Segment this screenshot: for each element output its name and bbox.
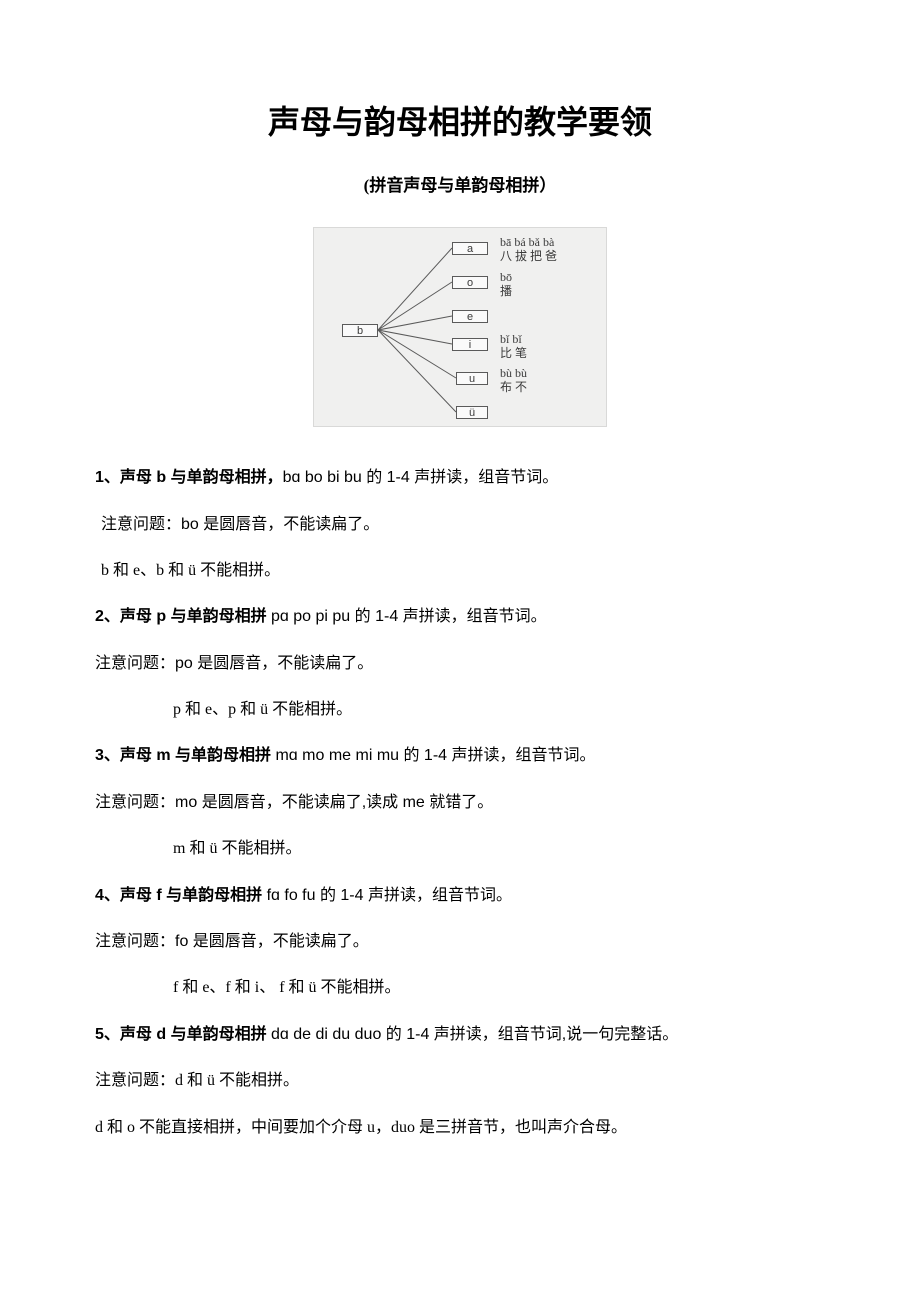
diagram-label-u-hanzi: 布 不 xyxy=(500,380,527,394)
diagram-label-a-pinyin: bā bá bǎ bà xyxy=(500,235,554,249)
diagram-label-a: bā bá bǎ bà 八 拔 把 爸 xyxy=(500,235,557,263)
diagram-label-o-pinyin: bō xyxy=(500,270,512,284)
diagram-label-u-pinyin: bù bù xyxy=(500,366,527,380)
page-subtitle: (拼音声母与单韵母相拼） xyxy=(95,173,825,199)
item-2-syllables: pɑ po pi pu 的 1-4 声拼读，组音节词。 xyxy=(271,608,547,625)
item-2-note-1-prefix: 注意问题： xyxy=(95,655,175,672)
item-4-prefix: 4、声母 f 与单韵母相拼 xyxy=(95,887,267,904)
item-3-note-1-body: mo 是圆唇音，不能读扁了,读成 me 就错了。 xyxy=(175,794,493,811)
item-3-heading: 3、声母 m 与单韵母相拼 mɑ mo me mi mu 的 1-4 声拼读，组… xyxy=(95,741,825,771)
item-5-heading: 5、声母 d 与单韵母相拼 dɑ de di du duo 的 1-4 声拼读，… xyxy=(95,1020,825,1050)
item-1-note-1-prefix: 注意问题： xyxy=(101,516,181,533)
item-2-note-1: 注意问题：po 是圆唇音，不能读扁了。 xyxy=(95,649,825,679)
item-1-note-1-body: bo 是圆唇音，不能读扁了。 xyxy=(181,516,379,533)
item-3-note-1-prefix: 注意问题： xyxy=(95,794,175,811)
page-title: 声母与韵母相拼的教学要领 xyxy=(95,100,825,145)
diagram-label-i-hanzi: 比 笔 xyxy=(500,346,527,360)
item-4-syllables: fɑ fo fu 的 1-4 声拼读，组音节词。 xyxy=(267,887,512,904)
pinyin-diagram-wrap: b a o e i u ü bā bá bǎ bà 八 拔 把 爸 bō 播 b… xyxy=(95,227,825,427)
item-4-note-1: 注意问题：fo 是圆唇音，不能读扁了。 xyxy=(95,927,825,957)
item-1-note-2: b 和 e、b 和 ü 不能相拼。 xyxy=(95,556,825,586)
diagram-final-uu: ü xyxy=(456,406,488,419)
item-4-note-2: f 和 e、f 和 i、 f 和 ü 不能相拼。 xyxy=(95,973,825,1003)
item-4-note-1-body: fo 是圆唇音，不能读扁了。 xyxy=(175,933,369,950)
diagram-label-i: bǐ bǐ 比 笔 xyxy=(500,332,527,360)
diagram-final-u: u xyxy=(456,372,488,385)
document-page: 声母与韵母相拼的教学要领 (拼音声母与单韵母相拼） b a o e i u ü … xyxy=(0,0,920,1219)
item-3-note-1: 注意问题：mo 是圆唇音，不能读扁了,读成 me 就错了。 xyxy=(95,788,825,818)
item-3-note-2: m 和 ü 不能相拼。 xyxy=(95,834,825,864)
diagram-label-o-hanzi: 播 xyxy=(500,284,512,298)
diagram-final-a: a xyxy=(452,242,488,255)
diagram-final-e: e xyxy=(452,310,488,323)
item-2-note-2: p 和 e、p 和 ü 不能相拼。 xyxy=(95,695,825,725)
item-3-prefix: 3、声母 m 与单韵母相拼 xyxy=(95,747,275,764)
item-1-syllables: bɑ bo bi bu 的 1-4 声拼读，组音节词。 xyxy=(283,469,559,486)
diagram-final-i: i xyxy=(452,338,488,351)
item-1-note-1: 注意问题：bo 是圆唇音，不能读扁了。 xyxy=(95,510,825,540)
diagram-final-o: o xyxy=(452,276,488,289)
item-3-syllables: mɑ mo me mi mu 的 1-4 声拼读，组音节词。 xyxy=(275,747,595,764)
item-2-note-1-body: po 是圆唇音，不能读扁了。 xyxy=(175,655,373,672)
item-5-syllables: dɑ de di du duo 的 1-4 声拼读，组音节词,说一句完整话。 xyxy=(271,1026,678,1043)
item-5-note-2: d 和 o 不能直接相拼，中间要加个介母 u，duo 是三拼音节，也叫声介合母。 xyxy=(95,1113,825,1143)
item-1-prefix: 1、声母 b 与单韵母相拼， xyxy=(95,469,283,486)
item-5-prefix: 5、声母 d 与单韵母相拼 xyxy=(95,1026,271,1043)
item-2-heading: 2、声母 p 与单韵母相拼 pɑ po pi pu 的 1-4 声拼读，组音节词… xyxy=(95,602,825,632)
pinyin-tree-diagram: b a o e i u ü bā bá bǎ bà 八 拔 把 爸 bō 播 b… xyxy=(313,227,607,427)
diagram-label-u: bù bù 布 不 xyxy=(500,366,527,394)
item-4-heading: 4、声母 f 与单韵母相拼 fɑ fo fu 的 1-4 声拼读，组音节词。 xyxy=(95,881,825,911)
item-1-heading: 1、声母 b 与单韵母相拼，bɑ bo bi bu 的 1-4 声拼读，组音节词… xyxy=(95,463,825,493)
item-2-prefix: 2、声母 p 与单韵母相拼 xyxy=(95,608,271,625)
diagram-label-o: bō 播 xyxy=(500,270,512,298)
item-4-note-1-prefix: 注意问题： xyxy=(95,933,175,950)
diagram-initial-b: b xyxy=(342,324,378,337)
item-5-note-1: 注意问题：d 和 ü 不能相拼。 xyxy=(95,1066,825,1096)
diagram-label-i-pinyin: bǐ bǐ xyxy=(500,332,522,346)
diagram-label-a-hanzi: 八 拔 把 爸 xyxy=(500,249,557,263)
